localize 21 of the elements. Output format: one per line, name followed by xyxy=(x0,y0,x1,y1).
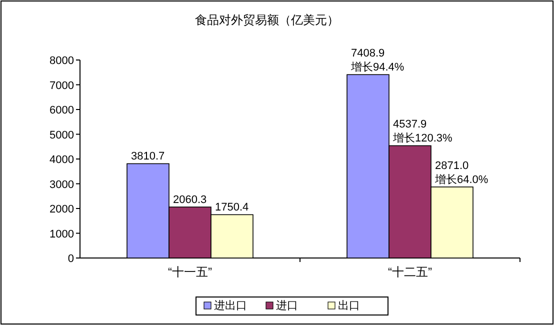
y-tick-label: 4000 xyxy=(50,154,74,166)
data-label: 3810.7 xyxy=(131,150,165,163)
y-tick-label: 6000 xyxy=(50,104,74,116)
y-tick-label: 8000 xyxy=(50,55,74,67)
legend-label: 进出口 xyxy=(214,299,247,312)
y-tick-label: 3000 xyxy=(50,178,74,191)
x-tick-label: “十二五” xyxy=(388,265,432,279)
y-tick-label: 0 xyxy=(68,253,74,265)
y-tick-label: 7000 xyxy=(50,80,74,92)
data-label: 1750.4 xyxy=(215,202,249,214)
legend-label: 进口 xyxy=(276,299,298,312)
data-label: 4537.9 增长120.3% xyxy=(392,118,453,145)
y-tick-label: 2000 xyxy=(50,204,74,216)
y-tick-label: 1000 xyxy=(50,228,74,240)
chart-title: 食品对外贸易额（亿美元） xyxy=(195,13,339,27)
data-label: 2060.3 xyxy=(173,194,207,206)
data-label: 7408.9 增长94.4% xyxy=(350,48,404,74)
data-label: 2871.0 增长64.0% xyxy=(434,160,488,186)
y-tick-label: 5000 xyxy=(50,129,74,142)
legend-label: 出口 xyxy=(338,299,360,312)
x-tick-label: “十一五” xyxy=(168,265,212,279)
